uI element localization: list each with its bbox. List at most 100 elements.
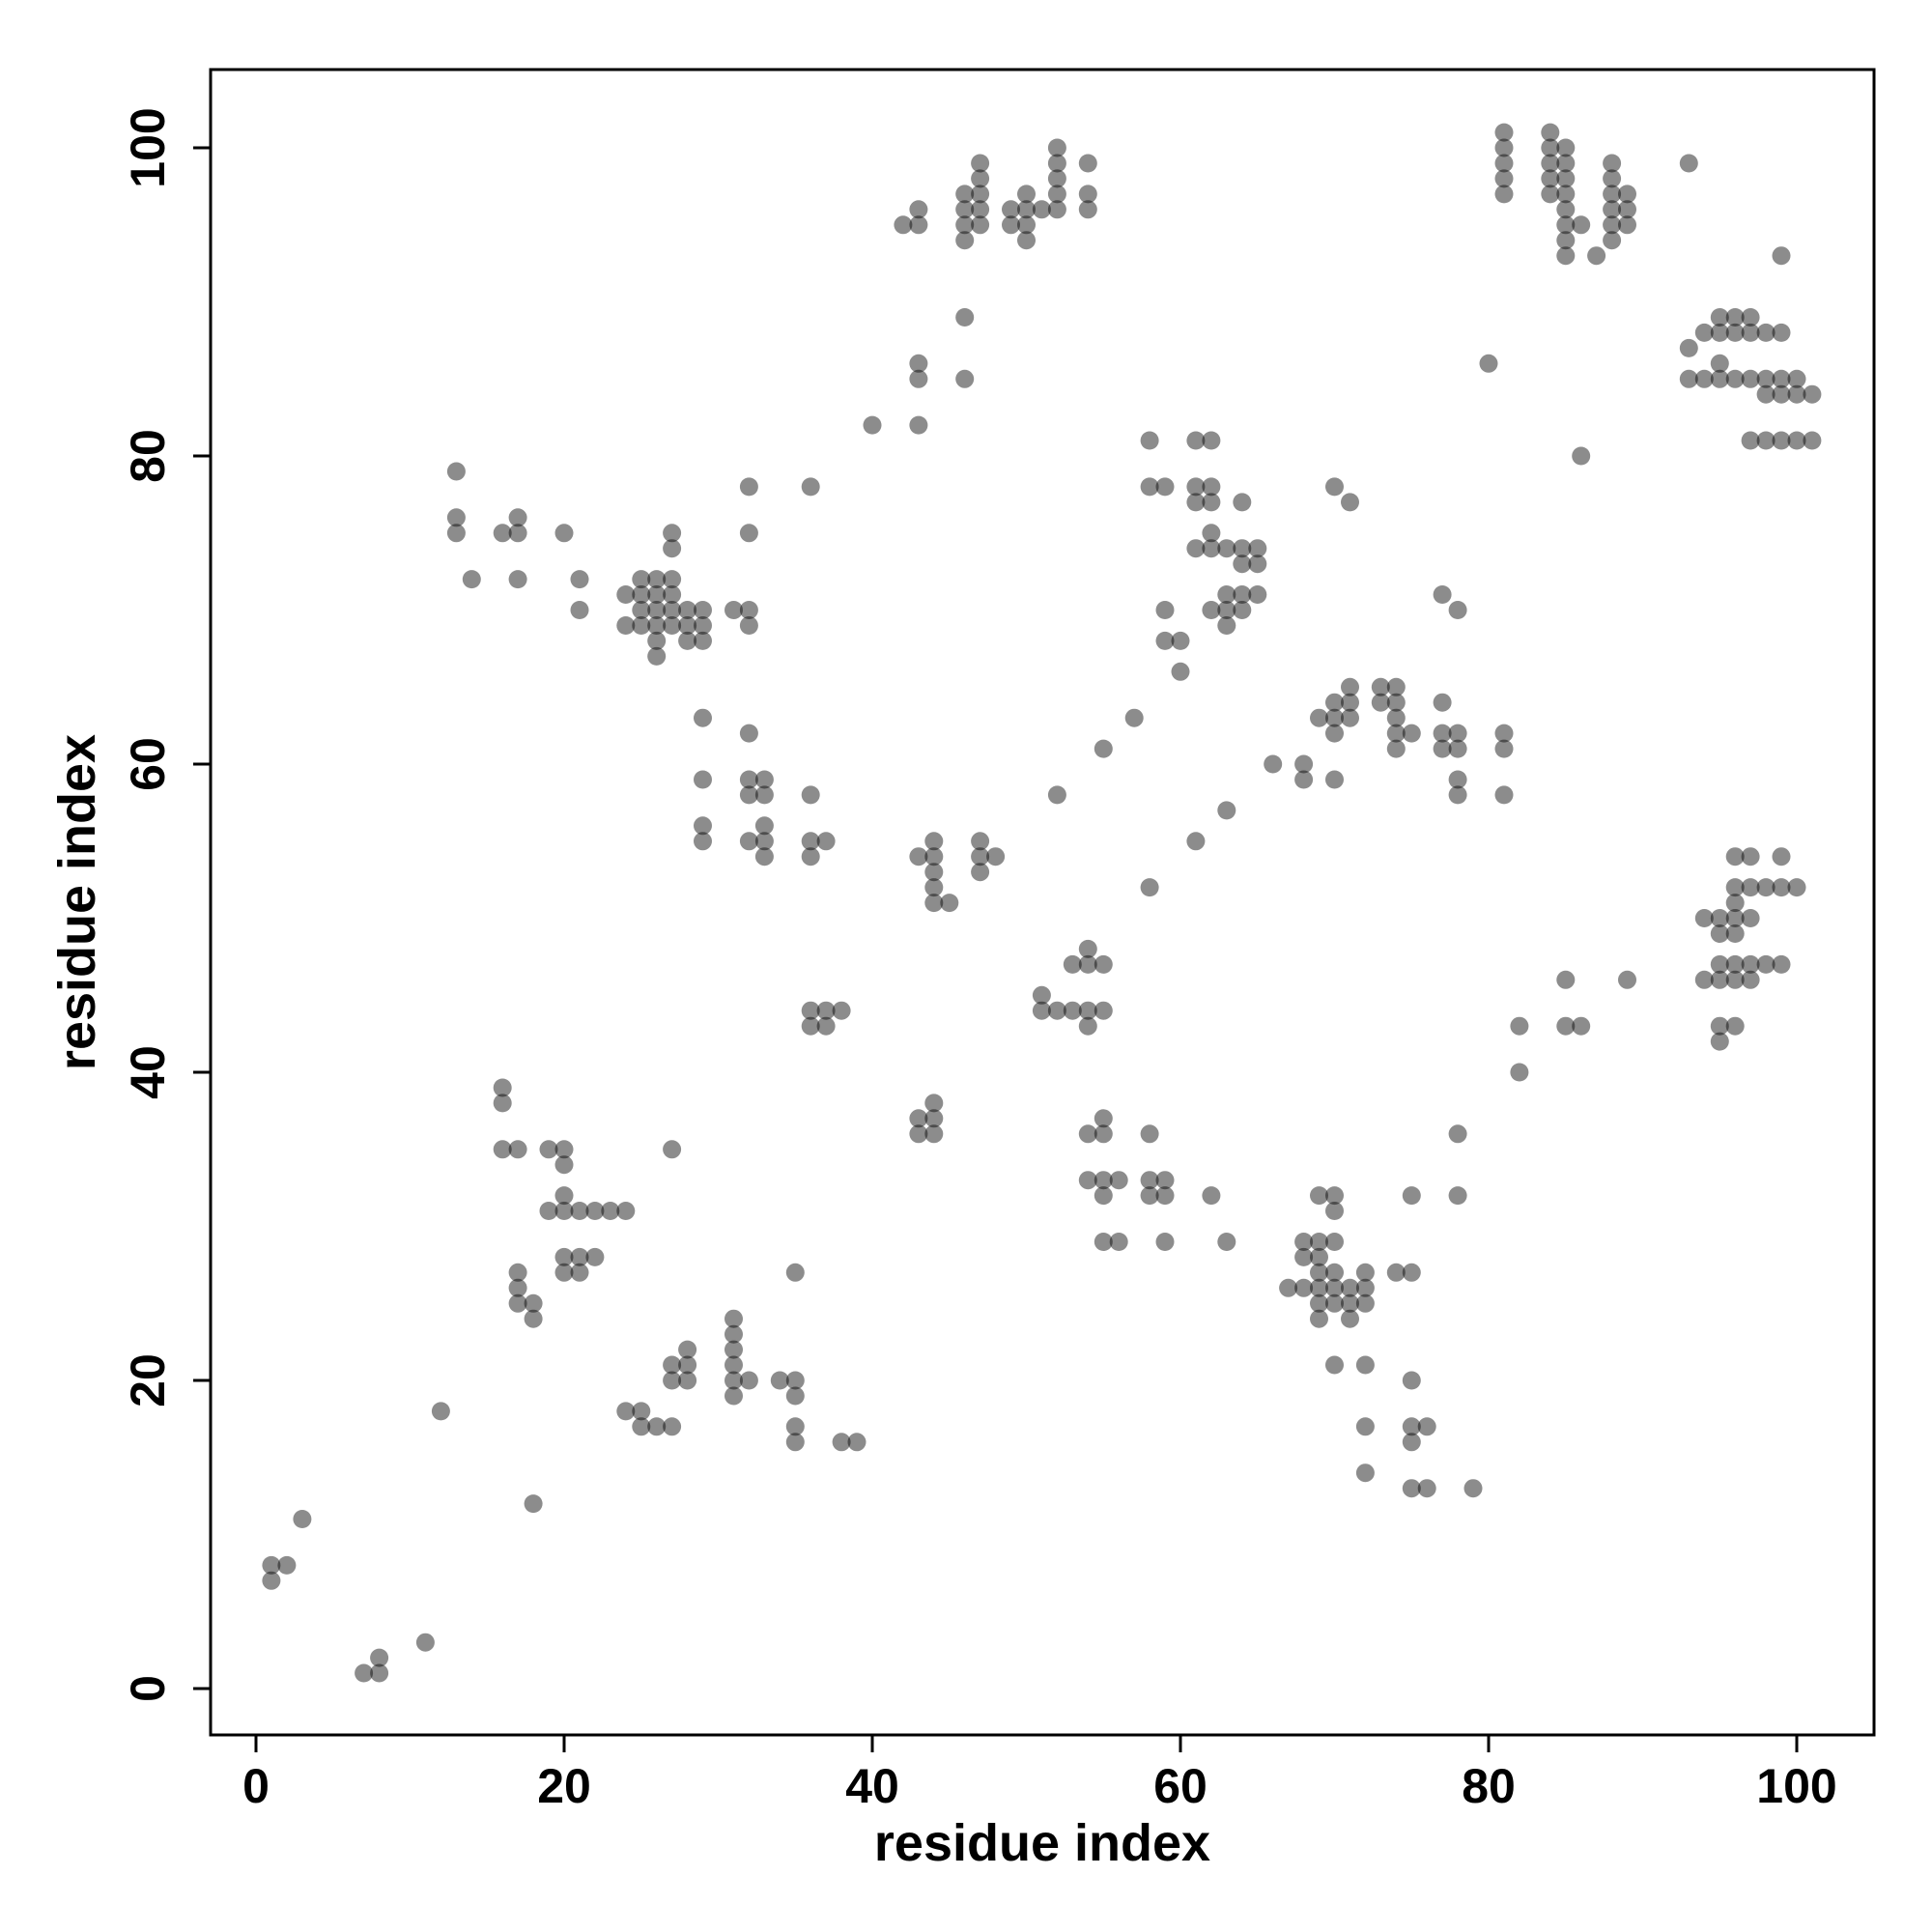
data-point: [1325, 1263, 1344, 1282]
data-point: [1433, 739, 1452, 758]
data-point: [1186, 539, 1206, 558]
data-point: [1325, 708, 1344, 727]
data-point: [1294, 754, 1314, 774]
y-tick-label: 0: [121, 1675, 175, 1702]
data-point: [1233, 554, 1252, 574]
data-point: [1325, 770, 1344, 789]
data-point: [924, 894, 944, 913]
data-point: [1279, 1278, 1298, 1297]
data-point: [940, 894, 959, 913]
data-point: [647, 1417, 667, 1436]
data-point: [1047, 200, 1066, 219]
data-point: [1772, 369, 1791, 388]
data-point: [1355, 1417, 1375, 1436]
data-point: [1094, 1171, 1113, 1190]
data-point: [1047, 1001, 1066, 1020]
data-point: [724, 1340, 743, 1359]
data-point: [1448, 770, 1467, 789]
data-point: [739, 1371, 758, 1390]
data-point: [1248, 539, 1267, 558]
data-point: [262, 1571, 281, 1590]
data-point: [739, 770, 758, 789]
data-point: [1741, 909, 1760, 927]
data-point: [1047, 169, 1066, 188]
data-point: [1556, 200, 1576, 219]
data-point: [647, 616, 667, 635]
data-point: [1787, 384, 1806, 404]
data-point: [524, 1309, 543, 1328]
data-point: [1325, 1202, 1344, 1220]
data-point: [801, 477, 820, 497]
data-point: [632, 570, 651, 589]
data-point: [1094, 954, 1113, 974]
data-point: [924, 832, 944, 851]
data-point: [1433, 693, 1452, 712]
data-point: [832, 1001, 851, 1020]
data-point: [801, 847, 820, 867]
data-point: [1386, 708, 1406, 727]
data-point: [739, 477, 758, 497]
data-point: [585, 1202, 605, 1220]
y-tick-label: 80: [121, 429, 175, 483]
data-point: [909, 1109, 928, 1128]
data-point: [1217, 1233, 1236, 1251]
data-point: [1325, 1293, 1344, 1313]
data-point: [415, 1633, 435, 1652]
data-point: [616, 1202, 636, 1220]
data-point: [663, 570, 682, 589]
data-point: [1171, 662, 1190, 681]
data-point: [909, 200, 928, 219]
data-point: [739, 601, 758, 619]
data-point: [1386, 677, 1406, 696]
data-point: [801, 1001, 820, 1020]
data-point: [616, 1402, 636, 1421]
data-point: [1772, 431, 1791, 450]
data-point: [1756, 384, 1776, 404]
data-point: [1078, 185, 1097, 204]
data-point: [1603, 200, 1622, 219]
data-point: [678, 1340, 697, 1359]
data-point: [1710, 970, 1729, 989]
data-point: [1494, 785, 1514, 805]
data-point: [1310, 1263, 1328, 1282]
data-point: [909, 354, 928, 373]
data-point: [1386, 739, 1406, 758]
data-point: [1202, 524, 1221, 543]
data-point: [924, 847, 944, 867]
data-point: [663, 585, 682, 604]
data-point: [1217, 539, 1236, 558]
data-point: [1294, 770, 1314, 789]
data-point: [1310, 1247, 1328, 1266]
data-point: [1725, 369, 1745, 388]
data-point: [431, 1402, 450, 1421]
data-point: [1140, 1186, 1159, 1206]
data-point: [554, 1140, 574, 1159]
data-point: [1017, 200, 1036, 219]
data-point: [1603, 154, 1622, 173]
data-point: [955, 215, 975, 235]
data-point: [1803, 431, 1822, 450]
data-point: [570, 1202, 589, 1220]
data-point: [1710, 354, 1729, 373]
data-point: [1772, 954, 1791, 974]
data-point: [1679, 338, 1698, 357]
data-point: [1047, 154, 1066, 173]
data-point: [1725, 847, 1745, 867]
data-point: [785, 1386, 805, 1406]
x-tick-label: 20: [537, 1759, 591, 1813]
data-point: [647, 585, 667, 604]
data-point: [924, 878, 944, 897]
data-point: [801, 785, 820, 805]
data-point: [1325, 693, 1344, 712]
data-point: [1078, 954, 1097, 974]
data-point: [1341, 1309, 1359, 1328]
data-point: [1341, 1278, 1359, 1297]
data-point: [1325, 1233, 1344, 1251]
data-point: [1541, 123, 1560, 142]
data-point: [508, 1293, 527, 1313]
x-tick-label: 80: [1462, 1759, 1516, 1813]
x-axis: 0 20 40 60 80 100: [242, 1735, 1837, 1813]
y-tick-label: 20: [121, 1353, 175, 1407]
data-point: [446, 508, 466, 527]
data-point: [663, 539, 682, 558]
